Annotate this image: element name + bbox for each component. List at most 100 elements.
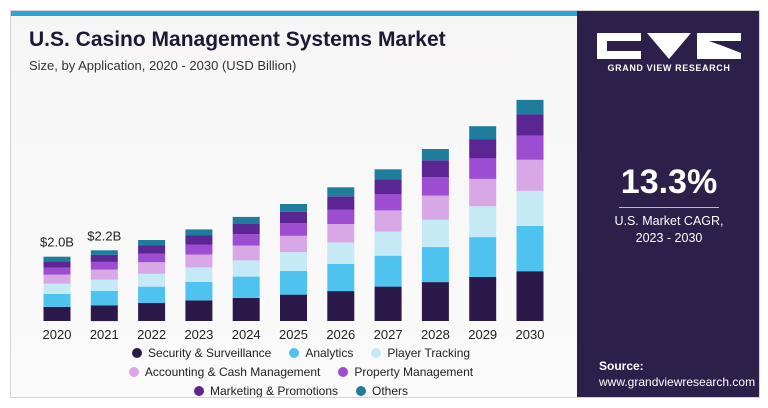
bar-segment-2027-s0 [374, 286, 402, 321]
bar-segment-2023-s4 [185, 244, 213, 255]
bar-segment-2029-s0 [469, 277, 497, 321]
bar-segment-2020-s2 [43, 283, 71, 294]
bar-segment-2026-s2 [327, 242, 355, 264]
bar-segment-2026-s1 [327, 263, 355, 292]
bar-segment-2021-s4 [90, 261, 118, 270]
cagr-label-line1: U.S. Market CAGR, [614, 214, 724, 228]
bar-segment-2028-s0 [421, 282, 449, 321]
bar-segment-2024-s4 [232, 234, 260, 246]
bar-segment-2025-s5 [280, 211, 307, 224]
bar-segment-2027-s4 [374, 194, 402, 211]
legend-item: Others [356, 383, 409, 398]
bar-segment-2030-s2 [516, 190, 544, 226]
grand-view-research-logo [597, 33, 741, 59]
bar-segment-2023-s2 [185, 267, 213, 282]
bar-segment-2028-s4 [421, 177, 449, 196]
bar-segment-2030-s6 [516, 99, 544, 115]
x-tick-label-2021: 2021 [90, 327, 119, 342]
bar-segment-2021-s1 [90, 290, 118, 306]
bar-segment-2021-s6 [90, 250, 118, 255]
data-label-2021: $2.2B [87, 228, 121, 243]
legend-row: Accounting & Cash Management Property Man… [31, 362, 571, 381]
cagr-label-line2: 2023 - 2030 [635, 231, 703, 245]
legend-swatch [131, 347, 142, 358]
x-tick-label-2022: 2022 [137, 327, 166, 342]
x-tick-label-2025: 2025 [279, 327, 308, 342]
source-label: Source: [599, 359, 644, 373]
bar-segment-2026-s4 [327, 209, 355, 224]
bar-segment-2024-s2 [232, 260, 260, 277]
bar-segment-2027-s2 [374, 231, 402, 256]
bar-segment-2025-s6 [280, 204, 307, 212]
legend-row: Security & Surveillance Analytics Player T… [31, 343, 571, 362]
x-tick-label-2020: 2020 [43, 327, 72, 342]
bar-segment-2022-s1 [138, 286, 166, 303]
cagr-value: 13.3% [620, 163, 718, 201]
bar-segment-2030-s5 [516, 114, 544, 136]
x-tick-label-2029: 2029 [468, 327, 497, 342]
legend-item: Analytics [289, 346, 353, 360]
bar-segment-2029-s2 [469, 206, 497, 238]
chart-panel: U.S. Casino Management Systems Market Si… [11, 16, 577, 397]
bar-segment-2026-s5 [327, 196, 355, 210]
bar-segment-2022-s6 [138, 240, 166, 246]
legend-label: Property Management [354, 364, 474, 379]
legend-row: Marketing & Promotions Others [31, 381, 571, 398]
x-tick-label-2030: 2030 [516, 327, 545, 342]
legend-swatch [193, 385, 204, 396]
bar-segment-2024-s3 [232, 245, 260, 261]
legend-swatch [128, 366, 139, 377]
bar-segment-2029-s3 [469, 178, 497, 207]
bar-segment-2020-s3 [43, 274, 71, 284]
bar-segment-2030-s1 [516, 225, 544, 272]
bar-segment-2028-s3 [421, 195, 449, 220]
bar-segment-2026-s6 [327, 187, 355, 197]
chart-legend: Security & Surveillance Analytics Player T… [31, 343, 571, 398]
legend-item: Property Management [338, 365, 473, 379]
legend-label: Player Tracking [387, 345, 471, 360]
bar-segment-2021-s3 [90, 269, 118, 280]
legend-item: Accounting & Cash Management [128, 364, 321, 379]
x-tick-label-2026: 2026 [326, 327, 355, 342]
legend-label: Others [372, 383, 409, 398]
bar-segment-2025-s3 [280, 235, 307, 253]
legend-swatch [338, 366, 349, 377]
legend-label: Accounting & Cash Management [144, 364, 321, 379]
bar-segment-2020-s0 [43, 306, 71, 321]
chart-subtitle: Size, by Application, 2020 - 2030 (USD B… [29, 58, 297, 73]
legend-item: Marketing & Promotions [193, 384, 338, 397]
infographic-card: U.S. Casino Management Systems Market Si… [10, 10, 760, 398]
bar-segment-2027-s1 [374, 255, 402, 287]
bar-segment-2023-s3 [185, 254, 213, 268]
x-tick-label-2027: 2027 [374, 327, 403, 342]
brand-name: GRAND VIEW RESEARCH [607, 63, 731, 73]
bar-segment-2028-s6 [421, 149, 449, 161]
bar-segment-2023-s5 [185, 235, 213, 245]
legend-label: Security & Surveillance [147, 345, 272, 360]
legend-item: Player Tracking [371, 346, 470, 360]
cagr-label: U.S. Market CAGR, 2023 - 2030 [577, 213, 759, 247]
bar-segment-2027-s6 [374, 169, 402, 180]
bar-segment-2028-s1 [421, 247, 449, 283]
bar-segment-2020-s5 [43, 261, 71, 268]
bar-segment-2024-s1 [232, 276, 260, 298]
source-link[interactable]: www.grandviewresearch.com [599, 375, 756, 389]
legend-swatch [356, 385, 367, 396]
legend-item: Security & Surveillance [131, 345, 272, 360]
top-accent-bar [11, 11, 577, 16]
bar-segment-2023-s6 [185, 229, 213, 236]
bar-segment-2030-s0 [516, 271, 544, 321]
bar-segment-2030-s4 [516, 135, 544, 160]
legend-swatch [289, 347, 300, 358]
bar-segment-2022-s2 [138, 273, 166, 287]
chart-title: U.S. Casino Management Systems Market [29, 28, 446, 51]
bar-segment-2023-s0 [185, 300, 213, 321]
bar-segment-2025-s4 [280, 223, 307, 236]
bar-segment-2020-s6 [43, 256, 71, 262]
legend-label: Analytics [305, 345, 354, 360]
bar-segment-2025-s1 [280, 270, 307, 295]
x-tick-label-2028: 2028 [421, 327, 450, 342]
bar-segment-2022-s4 [138, 253, 166, 263]
cagr-divider [619, 207, 719, 208]
bar-segment-2028-s5 [421, 160, 449, 177]
